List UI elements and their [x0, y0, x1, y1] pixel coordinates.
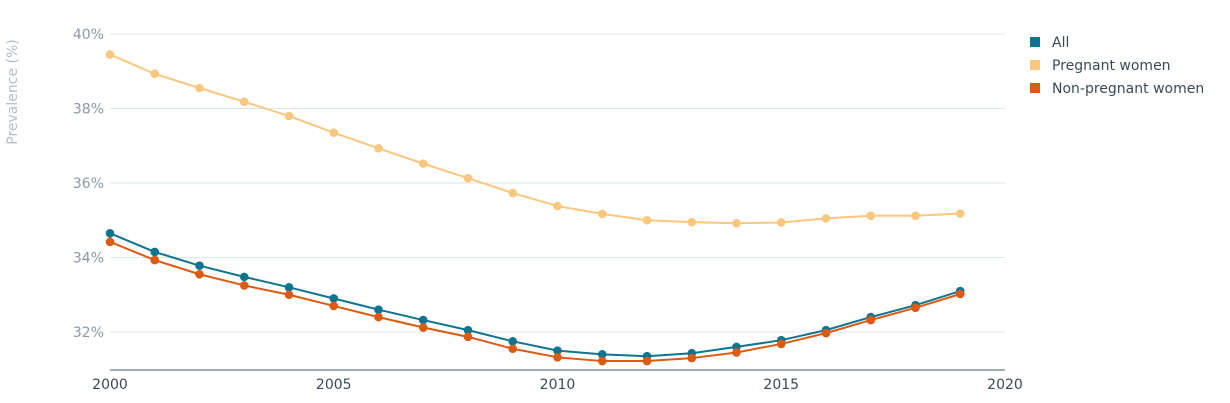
data-point[interactable]: [195, 269, 204, 279]
data-point[interactable]: [105, 228, 115, 238]
data-point[interactable]: [821, 214, 831, 223]
legend-label: All: [1052, 35, 1069, 51]
data-point[interactable]: [284, 290, 294, 300]
series-pregnant-women: [105, 50, 965, 228]
series-all: [105, 228, 965, 361]
data-point[interactable]: [463, 173, 473, 183]
data-point[interactable]: [105, 237, 115, 247]
data-point[interactable]: [329, 128, 339, 138]
series-non-pregnant-women: [105, 237, 965, 366]
y-tick-label: 38%: [73, 102, 104, 118]
data-point[interactable]: [642, 215, 652, 225]
data-point[interactable]: [105, 50, 115, 59]
y-tick-label: 36%: [73, 176, 104, 192]
data-point[interactable]: [911, 211, 920, 221]
data-point[interactable]: [463, 325, 473, 335]
series-line: [109, 232, 962, 358]
y-tick-labels: 32% 34% 36% 38% 40%: [73, 27, 104, 341]
data-point[interactable]: [195, 261, 204, 270]
data-point[interactable]: [150, 69, 160, 79]
legend-label: Pregnant women: [1052, 58, 1171, 74]
series-layer: [105, 50, 965, 366]
data-point[interactable]: [284, 283, 294, 292]
legend-swatch: [1030, 37, 1040, 47]
data-point[interactable]: [597, 209, 607, 219]
data-point[interactable]: [866, 211, 876, 221]
data-point[interactable]: [597, 350, 607, 359]
data-point[interactable]: [508, 337, 518, 346]
data-point[interactable]: [642, 356, 652, 366]
data-point[interactable]: [866, 315, 876, 325]
data-point[interactable]: [374, 312, 383, 322]
data-point[interactable]: [955, 209, 965, 218]
data-point[interactable]: [195, 83, 204, 93]
x-tick-labels: 2000 2005 2010 2015 2020: [92, 377, 1023, 393]
data-point[interactable]: [776, 218, 786, 227]
series-line: [109, 53, 962, 225]
data-point[interactable]: [418, 159, 428, 168]
legend-swatch: [1030, 60, 1040, 70]
legend[interactable]: All Pregnant women Non-pregnant women: [1030, 35, 1204, 97]
legend-label: Non-pregnant women: [1052, 81, 1204, 97]
legend-item[interactable]: Pregnant women: [1030, 58, 1171, 74]
data-point[interactable]: [776, 339, 786, 349]
data-point[interactable]: [597, 356, 607, 366]
data-point[interactable]: [150, 255, 160, 265]
data-point[interactable]: [329, 294, 339, 303]
y-tick-label: 40%: [73, 27, 104, 43]
y-tick-label: 34%: [73, 251, 104, 267]
data-point[interactable]: [418, 315, 428, 325]
data-point[interactable]: [508, 344, 518, 354]
y-tick-label: 32%: [73, 325, 104, 341]
data-point[interactable]: [955, 289, 965, 299]
data-point[interactable]: [463, 332, 473, 342]
data-point[interactable]: [418, 323, 428, 332]
data-point[interactable]: [732, 348, 741, 357]
series-line: [109, 240, 962, 363]
data-point[interactable]: [732, 218, 741, 228]
data-point[interactable]: [508, 188, 518, 198]
legend-item[interactable]: Non-pregnant women: [1030, 81, 1204, 97]
data-point[interactable]: [239, 97, 249, 107]
data-point[interactable]: [150, 247, 160, 257]
data-point[interactable]: [239, 281, 249, 290]
x-tick-label: 2005: [316, 377, 352, 393]
data-point[interactable]: [239, 272, 249, 282]
x-tick-label: 2010: [540, 377, 576, 393]
data-point[interactable]: [687, 217, 697, 227]
data-point[interactable]: [911, 303, 920, 313]
data-point[interactable]: [553, 201, 562, 211]
data-point[interactable]: [553, 353, 562, 362]
x-tick-label: 2015: [763, 377, 799, 393]
data-point[interactable]: [284, 111, 294, 121]
data-point[interactable]: [329, 301, 339, 311]
y-axis-title: Prevalence (%): [5, 39, 21, 145]
grid-lines: [110, 33, 1005, 333]
x-tick-label: 2000: [92, 377, 128, 393]
x-tick-label: 2020: [987, 377, 1023, 393]
data-point[interactable]: [374, 305, 383, 314]
legend-item[interactable]: All: [1030, 35, 1069, 51]
data-point[interactable]: [687, 353, 697, 363]
legend-swatch: [1030, 83, 1040, 93]
data-point[interactable]: [821, 328, 831, 338]
data-point[interactable]: [374, 144, 383, 153]
data-point[interactable]: [553, 346, 562, 355]
